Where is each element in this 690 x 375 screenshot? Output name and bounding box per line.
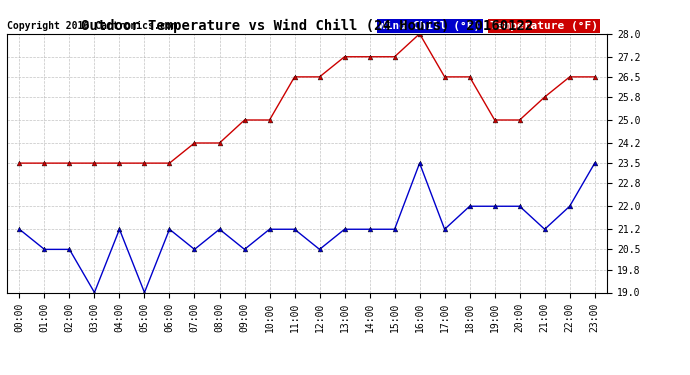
Text: Wind Chill (°F): Wind Chill (°F): [379, 21, 480, 31]
Text: Copyright 2016 Cartronics.com: Copyright 2016 Cartronics.com: [7, 21, 177, 31]
Text: Temperature (°F): Temperature (°F): [490, 21, 598, 31]
Title: Outdoor Temperature vs Wind Chill (24 Hours)  20160122: Outdoor Temperature vs Wind Chill (24 Ho…: [81, 18, 533, 33]
